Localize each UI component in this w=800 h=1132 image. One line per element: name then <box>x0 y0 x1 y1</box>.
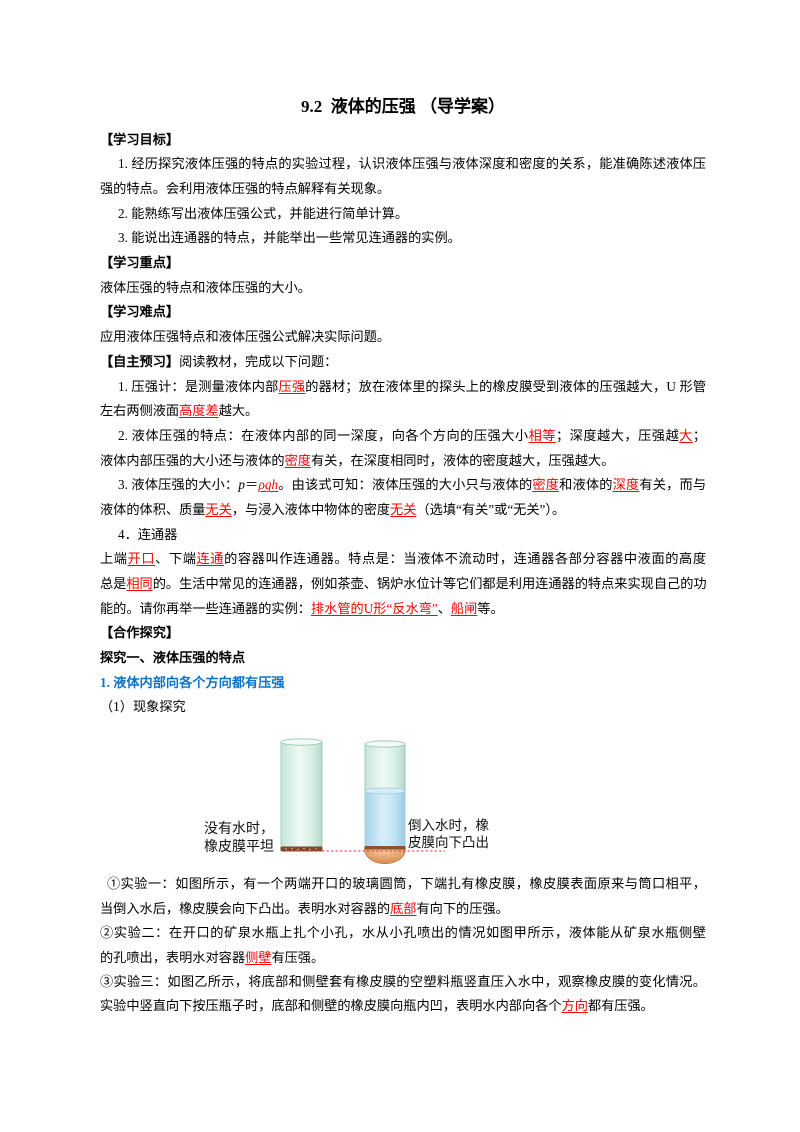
text: 的器材；放在液体里的探头上的橡皮膜受到液体的压强越大，U 形管 <box>305 378 707 394</box>
right-label-line-2: 皮膜向下凸出 <box>408 835 489 850</box>
answer-blank: 密度 <box>532 477 560 493</box>
answer-blank: 密度 <box>284 452 311 468</box>
text: 等。 <box>477 600 504 616</box>
formula-symbol-p: p <box>238 477 245 493</box>
text: ，与浸入液体中物体的密度 <box>231 501 391 517</box>
answer-blank: 开口 <box>127 551 156 567</box>
inquiry-sub-1-title: 1. 液体内部向各个方向都有压强 <box>100 674 285 690</box>
text: 总是 <box>100 576 127 592</box>
answer-blank: 高度差 <box>179 403 219 419</box>
key-points-text: 液体压强的特点和液体压强的大小。 <box>100 279 311 295</box>
key-points-heading: 【学习重点】 <box>100 255 180 271</box>
left-label-line-1: 没有水时， <box>204 821 274 837</box>
text: 、 <box>437 600 451 616</box>
answer-blank: 船闸 <box>450 600 478 616</box>
text: 能的。请你再举一些连通器的实例： <box>100 600 311 616</box>
goal-1-line-1: 1. 经历探究液体压强的特点的实验过程，认识液体压强与液体深度和密度的关系，能准… <box>118 156 706 172</box>
goal-2: 2. 能熟练写出液体压强公式，并能进行简单计算。 <box>118 205 409 221</box>
difficulties-text: 应用液体压强特点和液体压强公式解决实际问题。 <box>100 329 391 345</box>
answer-blank: 相等 <box>528 427 556 443</box>
text: 有向下的压强。 <box>416 900 509 916</box>
answer-blank: 底部 <box>390 900 417 916</box>
answer-blank: 压强 <box>278 378 306 394</box>
text: 、下端 <box>155 551 197 567</box>
text: 有关，在深度相同时，液体的密度越大，压强越大。 <box>311 452 615 468</box>
exp-3-line-1: ③实验三：如图乙所示，将底部和侧壁套有橡皮膜的空塑料瓶竖直压入水中，观察橡皮膜的… <box>100 974 706 990</box>
preview-intro: 阅读教材，完成以下问题： <box>179 353 338 369</box>
text: 有压强。 <box>271 949 325 965</box>
inquiry-sub-1-item: （1）现象探究 <box>100 699 186 715</box>
experiments: ①实验一：如图所示，有一个两端开口的玻璃圆筒，下端扎有橡皮膜，橡皮膜表面原来与筒… <box>100 872 706 1018</box>
exp-3-line-2: 实验中竖直向下按压瓶子时，底部和侧壁的橡皮膜向瓶内凹，表明水内部向各个方向都有压… <box>100 994 706 1018</box>
text: 液体内部压强的大小还与液体的 <box>100 452 285 468</box>
rubber-membrane-bulging <box>364 846 406 865</box>
text: 的。生活中常见的连通器，例如茶壶、锅炉水位计等它们都是利用连通器的特点来实现自己… <box>152 576 707 592</box>
preview-q3-line-2: 液体的体积、质量无关，与浸入液体中物体的密度无关（选填“有关”或“无关”）。 <box>100 498 706 523</box>
inquiry-part-1-title: 探究一、液体压强的特点 <box>100 650 246 666</box>
preview-q4-line-1: 上端开口、下端连通的容器叫作连通器。特点是：当液体不流动时，连通器各部分容器中液… <box>100 547 706 572</box>
text: 有关，而与 <box>639 477 707 493</box>
answer-blank: 相同 <box>126 576 153 592</box>
preview-q2-line-1: 2. 液体压强的特点：在液体内部的同一深度，向各个方向的压强大小相等；深度越大，… <box>100 424 706 449</box>
experiment-figure: 没有水时， 橡皮膜平坦 倒入水时，橡 皮膜向下凸出 <box>100 720 706 872</box>
right-label-line-1: 倒入水时，橡 <box>408 818 489 833</box>
glass-tube-with-water <box>364 740 406 849</box>
text: （选填“有关”或“无关”）。 <box>416 501 566 517</box>
answer-blank: 无关 <box>205 501 232 517</box>
text: 2. 液体压强的特点：在液体内部的同一深度，向各个方向的压强大小 <box>118 427 529 443</box>
text: 1. 压强计：是测量液体内部 <box>118 378 279 394</box>
experiment-figure-svg: 没有水时， 橡皮膜平坦 倒入水时，橡 皮膜向下凸出 <box>204 738 489 865</box>
preview-q1-line-1: 1. 压强计：是测量液体内部压强的器材；放在液体里的探头上的橡皮膜受到液体的压强… <box>100 375 706 400</box>
preview-q4-line-3: 能的。请你再举一些连通器的实例：排水管的U形“反水弯”、船闸等。 <box>100 597 706 622</box>
text: 的孔喷出，表明水对容器 <box>100 949 246 965</box>
answer-blank: 深度 <box>612 477 640 493</box>
text: 越大。 <box>218 403 259 419</box>
water-column <box>365 791 405 849</box>
answer-blank: 连通 <box>196 551 225 567</box>
difficulties-heading: 【学习难点】 <box>100 304 180 320</box>
text: ；深度越大，压强越 <box>555 427 680 443</box>
exp-2-line-1: ②实验二：在开口的矿泉水瓶上扎个小孔，水从小孔喷出的情况如图甲所示，液体能从矿泉… <box>100 925 706 941</box>
rubber-membrane-flat <box>280 846 323 852</box>
answer-blank: 排水管的U形“反水弯” <box>311 600 438 616</box>
preview-q4-title: 4．连通器 <box>118 526 178 542</box>
glass-tube-empty <box>280 738 323 849</box>
exp-2-line-2: 的孔喷出，表明水对容器侧壁有压强。 <box>100 946 706 970</box>
text: 当倒入水后，橡皮膜会向下凸出。表明水对容器的 <box>100 900 391 916</box>
answer-blank: 大 <box>679 427 693 443</box>
text: 液体的体积、质量 <box>100 501 206 517</box>
answer-blank: 方向 <box>561 998 588 1014</box>
goal-3: 3. 能说出连通器的特点，并能举出一些常见连通器的实例。 <box>118 230 461 246</box>
inquiry-heading: 【合作探究】 <box>100 625 180 641</box>
text: 3. 液体压强的大小： <box>118 477 239 493</box>
answer-blank: 无关 <box>390 501 417 517</box>
text: 左右两侧液面 <box>100 403 180 419</box>
text: 的容器叫作连通器。特点是：当液体不流动时，连通器各部分容器中液面的高度 <box>224 551 707 567</box>
text: 都有压强。 <box>587 998 654 1014</box>
exp-1-line-1: ①实验一：如图所示，有一个两端开口的玻璃圆筒，下端扎有橡皮膜，橡皮膜表面原来与筒… <box>107 876 706 892</box>
document-body: 【学习目标】 1. 经历探究液体压强的特点的实验过程，认识液体压强与液体深度和密… <box>100 128 707 1019</box>
preview-heading: 【自主预习】 <box>100 353 180 369</box>
answer-blank: 侧壁 <box>245 949 272 965</box>
left-label-line-2: 橡皮膜平坦 <box>204 839 274 855</box>
goal-1-line-2: 强的特点。会利用液体压强的特点解释有关现象。 <box>100 181 391 197</box>
preview-q2-line-2: 液体内部压强的大小还与液体的密度有关，在深度相同时，液体的密度越大，压强越大。 <box>100 449 706 474</box>
goals-heading: 【学习目标】 <box>100 131 180 147</box>
preview-q3-line-1: 3. 液体压强的大小：p＝ρgh。由该式可知：液体压强的大小只与液体的密度和液体… <box>100 473 706 498</box>
text: ； <box>692 427 707 443</box>
preview-q4-line-2: 总是相同的。生活中常见的连通器，例如茶壶、锅炉水位计等它们都是利用连通器的特点来… <box>100 572 707 597</box>
exp-1-line-2: 当倒入水后，橡皮膜会向下凸出。表明水对容器的底部有向下的压强。 <box>100 897 706 921</box>
text: 上端 <box>100 551 128 567</box>
answer-blank-formula: ρgh <box>258 477 279 493</box>
preview-heading-line: 【自主预习】阅读教材，完成以下问题： <box>100 350 706 375</box>
text: 。由该式可知：液体压强的大小只与液体的 <box>278 477 533 493</box>
page-title: 9.2 液体的压强 （导学案） <box>301 97 505 116</box>
formula-equals: ＝ <box>244 477 259 493</box>
text: 和液体的 <box>559 477 613 493</box>
text: 实验中竖直向下按压瓶子时，底部和侧壁的橡皮膜向瓶内凹，表明水内部向各个 <box>100 998 562 1014</box>
preview-q1-line-2: 左右两侧液面高度差越大。 <box>100 399 706 424</box>
